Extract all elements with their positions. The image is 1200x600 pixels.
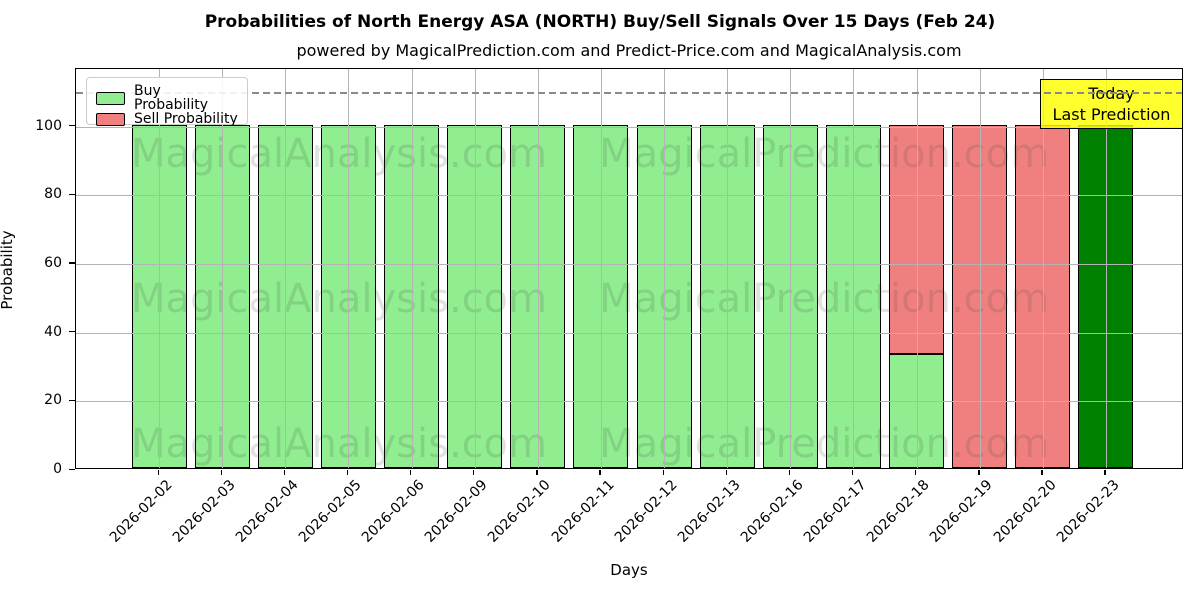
y-axis-title: Probability — [0, 230, 16, 310]
gridline-h — [76, 263, 1182, 265]
x-tick-mark — [915, 469, 917, 475]
gridline-v — [853, 69, 855, 468]
legend-label-buy: Buy Probability — [134, 83, 209, 113]
gridline-v — [1042, 69, 1044, 468]
y-tick-mark — [69, 262, 75, 264]
x-tick-label: 2026-02-09 — [422, 477, 491, 546]
reference-dashed-line — [76, 92, 1182, 94]
gridline-v — [411, 69, 413, 468]
y-tick-label: 0 — [53, 461, 62, 477]
x-tick-mark — [346, 469, 349, 475]
plot-area: Today Last Prediction MagicalAnalysis.co… — [75, 68, 1183, 469]
gridline-v — [537, 69, 539, 468]
x-tick-mark — [725, 469, 727, 475]
sell-swatch-icon — [96, 112, 125, 126]
x-tick-mark — [157, 469, 159, 475]
chart-title: Probabilities of North Energy ASA (NORTH… — [204, 12, 996, 32]
x-tick-label: 2026-02-18 — [864, 477, 933, 546]
gridline-v — [348, 69, 350, 468]
y-tick-label: 60 — [44, 254, 62, 271]
y-tick-label: 80 — [44, 186, 62, 203]
x-tick-label: 2026-02-12 — [611, 477, 681, 546]
gridline-v — [1105, 69, 1107, 468]
today-annotation: Today Last Prediction — [1040, 79, 1183, 129]
buy-swatch-icon — [96, 91, 125, 105]
gridline-v — [159, 69, 160, 468]
x-tick-label: 2026-02-23 — [1053, 477, 1123, 546]
gridline-h — [76, 401, 1182, 403]
gridline-v — [664, 69, 666, 468]
x-tick-mark — [220, 469, 222, 475]
x-tick-mark — [662, 469, 664, 475]
gridline-v — [600, 69, 602, 468]
gridline-v — [474, 69, 476, 468]
chart-subtitle: powered by MagicalPrediction.com and Pre… — [296, 41, 962, 60]
legend-label-sell: Sell Probability — [134, 111, 238, 127]
x-tick-label: 2026-02-06 — [359, 477, 428, 546]
x-tick-mark — [410, 469, 412, 475]
x-tick-label: 2026-02-05 — [295, 477, 365, 546]
x-tick-mark — [283, 469, 286, 475]
gridline-v — [979, 69, 981, 468]
y-tick-mark — [69, 399, 75, 402]
gridline-h — [76, 126, 1182, 128]
x-tick-mark — [536, 469, 538, 475]
x-tick-label: 2026-02-13 — [674, 477, 744, 546]
y-tick-mark — [69, 125, 75, 127]
legend: Buy Probability Sell Probability — [86, 77, 248, 126]
x-tick-label: 2026-02-17 — [800, 477, 870, 546]
y-tick-label: 20 — [44, 392, 62, 409]
x-tick-label: 2026-02-16 — [737, 477, 807, 546]
gridline-h — [76, 332, 1182, 334]
today-annotation-line2: Last Prediction — [1052, 105, 1171, 124]
x-tick-mark — [1104, 469, 1106, 475]
y-tick-label: 100 — [35, 117, 62, 134]
gridline-v — [285, 69, 287, 468]
x-tick-label: 2026-02-11 — [548, 477, 618, 546]
x-tick-label: 2026-02-20 — [990, 477, 1060, 546]
gridline-v — [222, 69, 224, 468]
x-tick-label: 2026-02-10 — [485, 477, 555, 546]
gridline-v — [790, 69, 792, 468]
x-tick-mark — [599, 469, 601, 475]
gridline-h — [76, 195, 1182, 197]
x-axis-title: Days — [610, 561, 648, 579]
gridline-v — [916, 69, 918, 468]
x-tick-mark — [851, 469, 854, 475]
x-tick-mark — [473, 469, 475, 475]
x-tick-mark — [1041, 469, 1043, 475]
legend-item-sell: Sell Probability — [96, 112, 238, 126]
x-tick-label: 2026-02-02 — [106, 477, 176, 546]
x-tick-label: 2026-02-03 — [169, 477, 239, 546]
x-tick-mark — [978, 469, 980, 475]
y-tick-mark — [69, 331, 75, 333]
x-tick-label: 2026-02-04 — [232, 477, 302, 546]
y-tick-mark — [69, 193, 75, 195]
y-tick-label: 40 — [44, 323, 62, 340]
legend-item-buy: Buy Probability — [96, 84, 238, 112]
y-tick-mark — [69, 468, 75, 470]
x-tick-label: 2026-02-19 — [927, 477, 997, 546]
x-tick-mark — [788, 469, 791, 475]
gridline-v — [727, 69, 729, 468]
